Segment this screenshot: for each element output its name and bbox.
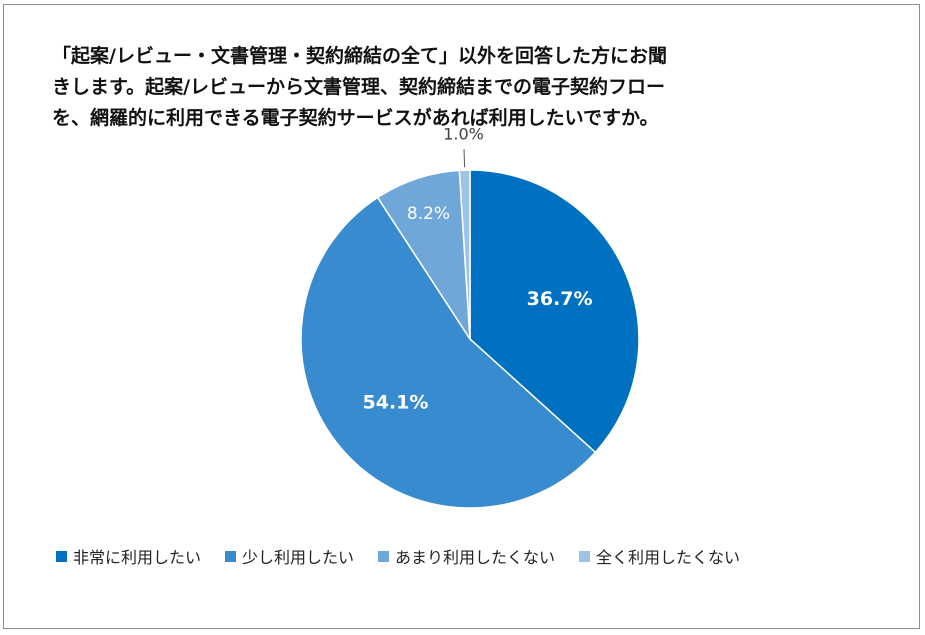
legend-item-very-likely: 非常に利用したい [56, 544, 201, 568]
pie-chart: 36.7% 54.1% 8.2% 1.0% [300, 125, 640, 509]
legend-label: 非常に利用したい [73, 548, 202, 567]
legend-item-not-at-all-likely: 全く利用したくない [579, 544, 740, 568]
chart-area: 「起案/レビュー・文書管理・契約締結の全て」以外を回答した方にお聞 きします。起… [3, 4, 920, 629]
legend-label: 少し利用したい [242, 548, 355, 567]
data-label-somewhat-likely: 54.1% [363, 392, 429, 414]
pie-slice-not-very-likely [376, 169, 471, 342]
legend: 非常に利用したい 少し利用したい あまり利用したくない 全く利用したくない [56, 544, 764, 568]
pie-slice-somewhat-likely [300, 196, 597, 509]
leader-line-not-at-all-likely [463, 149, 466, 168]
pie-slice-not-at-all-likely [458, 169, 471, 340]
legend-item-not-very-likely: あまり利用したくない [378, 544, 555, 568]
data-label-very-likely: 36.7% [527, 288, 593, 310]
legend-label: あまり利用したくない [395, 548, 556, 567]
legend-label: 全く利用したくない [596, 548, 741, 567]
legend-swatch [56, 550, 67, 562]
chart-title: 「起案/レビュー・文書管理・契約締結の全て」以外を回答した方にお聞 きします。起… [52, 45, 667, 129]
legend-swatch [579, 550, 591, 562]
legend-swatch [225, 550, 237, 562]
data-label-not-at-all-likely: 1.0% [443, 125, 484, 144]
pie-slice-very-likely [469, 169, 640, 454]
legend-swatch [378, 550, 390, 562]
data-label-not-very-likely: 8.2% [407, 204, 450, 224]
legend-item-somewhat-likely: 少し利用したい [225, 544, 354, 568]
